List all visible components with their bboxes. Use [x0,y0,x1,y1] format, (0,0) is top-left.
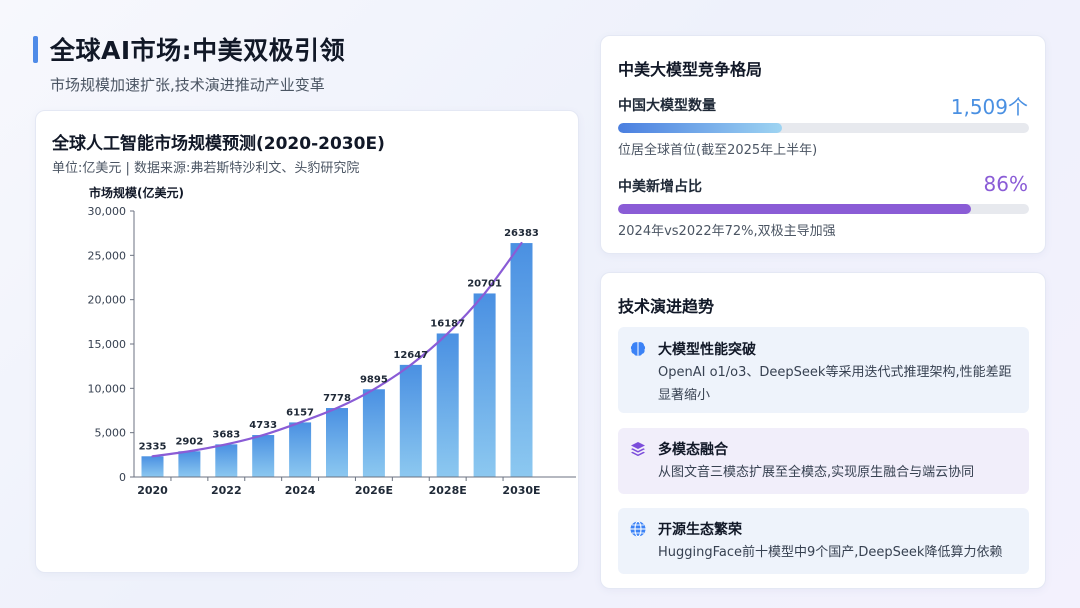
metric-value-share: 86% [983,172,1028,196]
trend-desc-open-source: HuggingFace前十模型中9个国产,DeepSeek降低算力依赖 [658,545,1003,560]
y-tick-label: 10,000 [88,382,127,395]
y-axis-title: 市场规模(亿美元) [89,185,184,200]
bar-2028E [436,333,459,477]
competition-card: 中美大模型竞争格局 中国大模型数量 1,509个 位居全球首位(截至2025年上… [600,35,1046,254]
metric-label-model-count: 中国大模型数量 [618,98,716,114]
y-tick-label: 30,000 [88,205,127,218]
data-label-2020: 2335 [139,441,167,452]
bar-2030E [510,243,533,477]
metric-value-model-count: 1,509个 [950,95,1028,119]
layers-icon [631,442,645,457]
x-tick-label: 2026E [355,484,393,497]
trends-title: 技术演进趋势 [618,297,715,316]
trend-item-multimodal: 多模态融合 从图文音三模态扩展至全模态,实现原生融合与端云协同 [618,428,1029,494]
chart-unit-source-note: 单位:亿美元 | 数据来源:弗若斯特沙利文、头豹研究院 [52,161,360,176]
market-size-chart-card: 全球人工智能市场规模预测(2020-2030E) 单位:亿美元 | 数据来源:弗… [35,110,579,573]
metric-label-share: 中美新增占比 [618,179,702,195]
competition-title: 中美大模型竞争格局 [618,60,763,79]
data-label-2025: 7778 [323,393,351,404]
bar-2029E [473,293,496,477]
data-label-2023: 4733 [249,420,277,431]
data-label-2029E: 20701 [467,278,502,289]
data-label-2022: 3683 [212,429,240,440]
data-label-2030E: 26383 [504,228,539,239]
y-tick-label: 25,000 [88,249,127,262]
trend-desc-model-performance: OpenAI o1/o3、DeepSeek等采用迭代式推理架构,性能差距显著缩小 [658,365,1012,403]
trend-desc-multimodal: 从图文音三模态扩展至全模态,实现原生融合与端云协同 [658,465,975,480]
bar-2022 [215,444,238,477]
brain-icon [630,342,646,356]
y-tick-label: 15,000 [88,338,127,351]
x-tick-label: 2030E [502,484,540,497]
data-label-2021: 2902 [175,436,203,447]
bar-2020 [141,456,164,477]
bar-2023 [252,435,275,477]
trend-line [151,241,523,458]
bar-2025 [326,408,348,477]
x-tick-label: 2022 [211,484,242,497]
market-size-bar-chart: 市场规模(亿美元) 0 5,000 10,000 15,000 20,000 25,000… [88,185,576,497]
page-title: 全球AI市场:中美双极引领 [50,36,346,65]
metric-note-share: 2024年vs2022年72%,双极主导加强 [618,224,836,239]
x-tick-label: 2028E [429,484,467,497]
bar-2027E [399,364,422,477]
progress-track-share [618,204,1029,214]
globe-icon [630,520,646,538]
tech-trends-card: 技术演进趋势 大模型性能突破 OpenAI o1/o3、DeepSeek等采用迭… [600,272,1046,589]
trend-title-model-performance: 大模型性能突破 [658,342,756,358]
trend-title-multimodal: 多模态融合 [658,442,728,458]
bar-2021 [178,451,201,477]
x-tick-label: 2020 [137,484,168,497]
y-tick-label: 20,000 [88,294,127,307]
data-label-2026E: 9895 [360,374,388,385]
data-label-2024: 6157 [286,407,314,418]
bar-2024 [289,422,312,477]
data-label-2028E: 16187 [430,318,465,329]
progress-track-model-count [618,123,1029,133]
bar-2026E [362,389,385,477]
chart-title: 全球人工智能市场规模预测(2020-2030E) [52,134,385,154]
metric-note-model-count: 位居全球首位(截至2025年上半年) [618,143,818,158]
x-tick-label: 2024 [285,484,316,497]
data-label-2027E: 12647 [393,350,428,361]
y-tick-label: 5,000 [95,427,127,440]
trend-item-open-source: 开源生态繁荣 HuggingFace前十模型中9个国产,DeepSeek降低算力… [618,508,1029,574]
trend-item-model-performance: 大模型性能突破 OpenAI o1/o3、DeepSeek等采用迭代式推理架构,… [618,327,1029,413]
trend-title-open-source: 开源生态繁荣 [658,522,742,538]
title-accent-bar [33,36,38,63]
progress-fill-model-count [618,123,783,133]
y-tick-label: 0 [119,471,126,484]
progress-fill-share [618,204,972,214]
page-subtitle: 市场规模加速扩张,技术演进推动产业变革 [50,76,325,94]
